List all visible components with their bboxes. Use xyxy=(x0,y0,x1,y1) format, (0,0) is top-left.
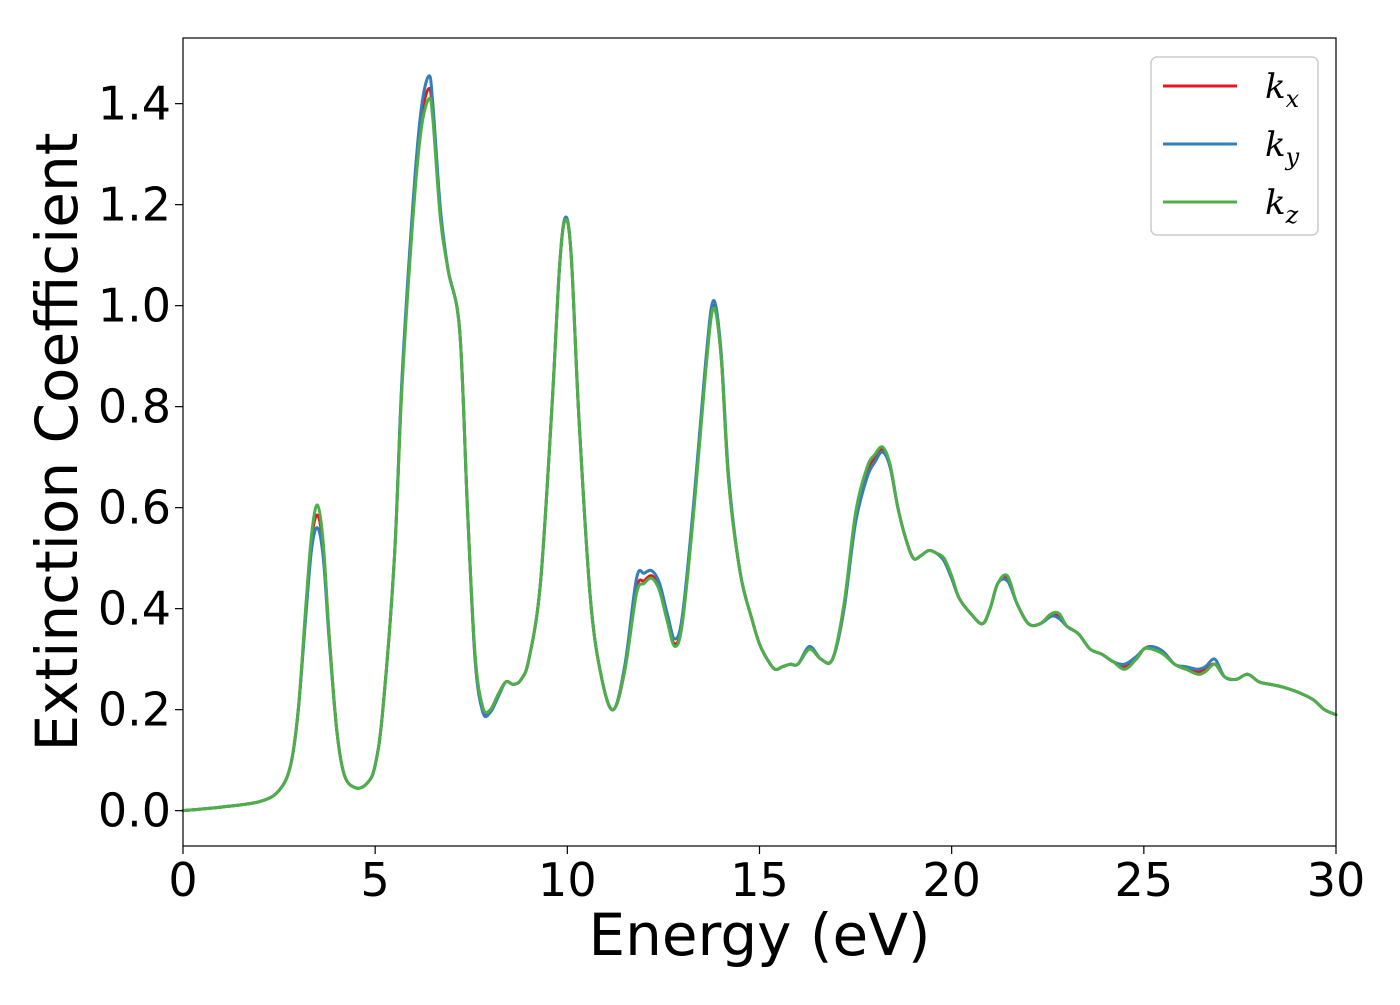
x-tick-label: 20 xyxy=(922,853,981,907)
x-tick-label: 0 xyxy=(168,853,197,907)
y-tick-label: 0.6 xyxy=(98,481,171,535)
legend-label-sub: x xyxy=(1286,85,1300,113)
y-tick-label: 0.2 xyxy=(98,683,171,737)
x-tick-label: 10 xyxy=(538,853,597,907)
legend-box xyxy=(1150,56,1319,236)
series-line-z xyxy=(181,96,1338,813)
y-tick-label: 0.0 xyxy=(98,784,171,838)
y-tick-label: 0.8 xyxy=(98,380,171,434)
x-tick-label: 25 xyxy=(1115,853,1174,907)
x-tick-label: 15 xyxy=(730,853,789,907)
x-tick-label: 5 xyxy=(361,853,390,907)
y-tick-label: 1.0 xyxy=(98,279,171,333)
legend-label-sub: y xyxy=(1285,143,1300,171)
legend-label-main: k xyxy=(1265,183,1286,223)
y-tick-label: 1.2 xyxy=(98,178,171,232)
legend-label-x: kx xyxy=(1265,67,1300,113)
series-group xyxy=(181,74,1338,813)
x-axis-title: Energy (eV) xyxy=(588,901,930,969)
x-tick-label: 30 xyxy=(1307,853,1366,907)
axes-group: 0 5 10 15 20 25 30 0.0 0.2 0.4 0.6 0.8 1.0 1.2 1.4 Ener… xyxy=(23,37,1366,969)
y-tick-label: 1.4 xyxy=(98,77,171,131)
y-tick-label: 0.4 xyxy=(98,582,171,636)
legend-label-main: k xyxy=(1265,125,1286,165)
legend-label-z: kz xyxy=(1265,183,1299,229)
legend-label-sub: z xyxy=(1285,201,1299,229)
y-axis-title: Extinction Coefficient xyxy=(23,133,91,752)
legend-label-y: ky xyxy=(1265,125,1300,171)
legend-label-main: k xyxy=(1265,67,1286,107)
